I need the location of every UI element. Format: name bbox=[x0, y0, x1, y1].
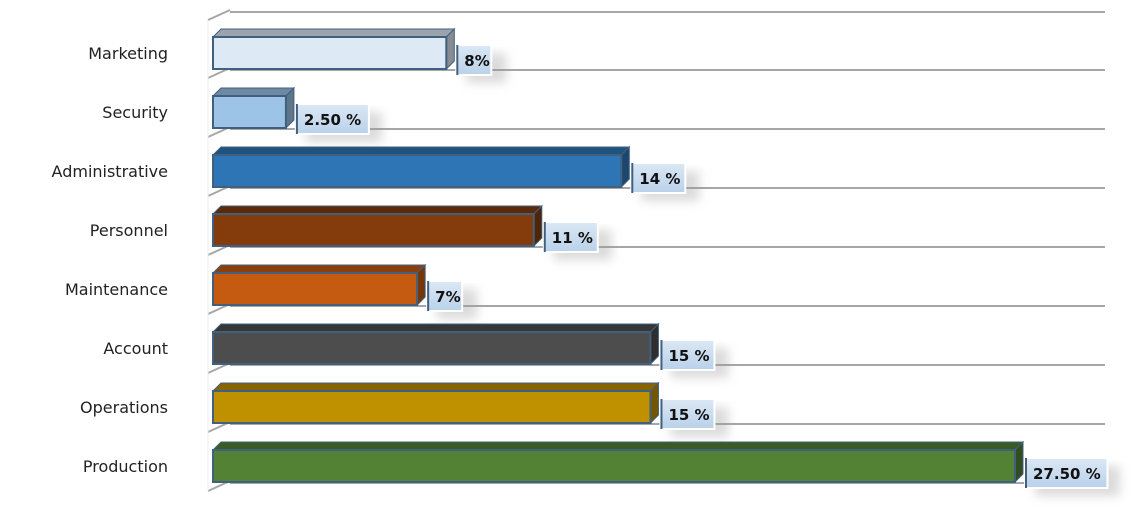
data-label: 8% bbox=[464, 52, 489, 70]
labels: Marketing 8% Security 2.50 % Administrative 1… bbox=[52, 44, 1109, 489]
data-label: 15 % bbox=[668, 347, 709, 365]
bar-personnel bbox=[212, 213, 535, 247]
data-label-box bbox=[455, 44, 493, 76]
category-label: Marketing bbox=[88, 44, 168, 63]
data-label-box bbox=[542, 221, 599, 253]
bar-marketing bbox=[212, 36, 448, 70]
bar-security bbox=[212, 95, 287, 129]
category-label: Operations bbox=[80, 398, 168, 417]
bar-top bbox=[211, 28, 456, 38]
bar-top bbox=[211, 382, 660, 392]
bar-top bbox=[211, 441, 1025, 451]
bar-operations bbox=[212, 390, 652, 424]
data-label-box bbox=[659, 398, 716, 430]
data-label: 11 % bbox=[552, 229, 593, 247]
category-label: Personnel bbox=[90, 221, 168, 240]
bar-top bbox=[211, 87, 296, 97]
category-label: Security bbox=[102, 103, 168, 122]
bar-top bbox=[211, 205, 544, 215]
category-label: Account bbox=[103, 339, 168, 358]
category-label: Administrative bbox=[52, 162, 168, 181]
bar-account bbox=[212, 331, 652, 365]
data-label: 27.50 % bbox=[1033, 465, 1101, 483]
data-label: 2.50 % bbox=[304, 111, 361, 129]
bar-production bbox=[212, 449, 1016, 483]
bar-top bbox=[211, 264, 427, 274]
bar-top bbox=[211, 323, 660, 333]
category-label: Production bbox=[83, 457, 168, 476]
axis-tick bbox=[207, 9, 231, 21]
data-label: 15 % bbox=[668, 406, 709, 424]
data-label: 14 % bbox=[639, 170, 680, 188]
data-label: 7% bbox=[435, 288, 460, 306]
category-label: Maintenance bbox=[65, 280, 168, 299]
bar-administrative bbox=[212, 154, 623, 188]
bar-maintenance bbox=[212, 272, 419, 306]
bar-top bbox=[211, 146, 631, 156]
